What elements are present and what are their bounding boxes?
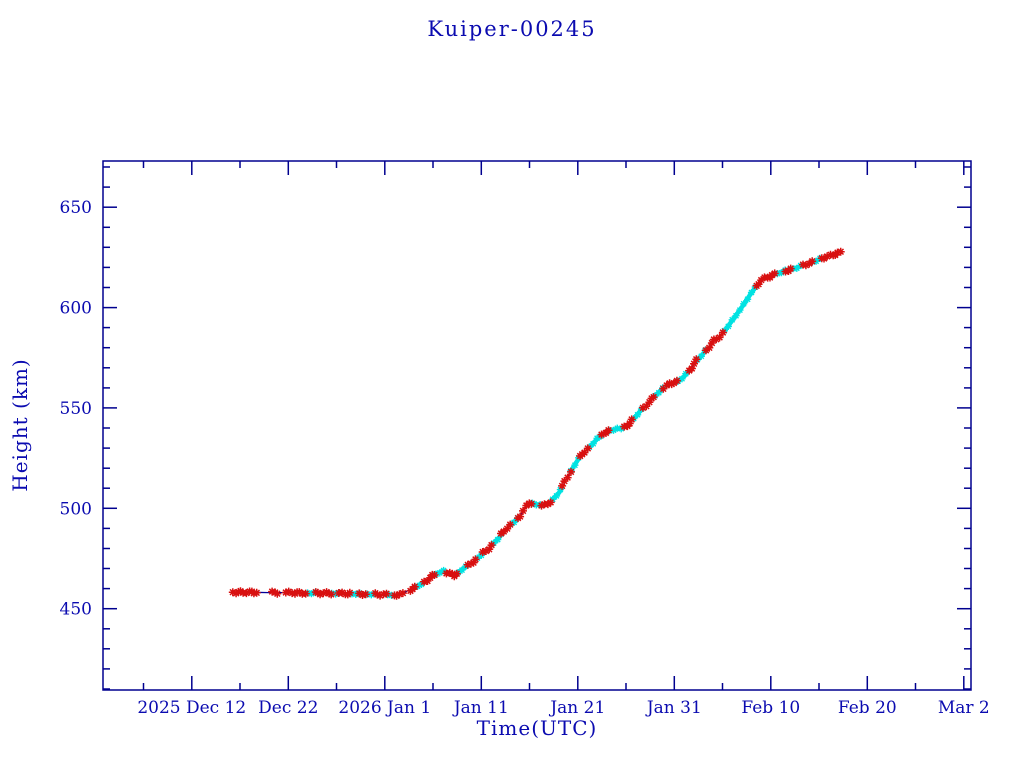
x-tick-label: Jan 11 (452, 698, 509, 718)
axis-box (102, 160, 972, 691)
x-axis-title: Time(UTC) (476, 716, 598, 740)
y-tick-label: 650 (60, 198, 92, 218)
series-connecting-line (232, 251, 844, 596)
y-tick-label: 500 (60, 499, 92, 519)
x-tick-labels: 2025 Dec 12 Dec 22 2026 Jan 1 Jan 11 Jan 21 J… (137, 698, 989, 718)
cyan-asterisk-markers (304, 254, 824, 599)
x-tick-label: Dec 22 (258, 698, 318, 718)
series-height-profile (228, 247, 845, 600)
x-tick-label: Jan 31 (645, 698, 702, 718)
y-tick-label: 450 (60, 600, 92, 620)
y-tick-label: 550 (60, 399, 92, 419)
x-tick-label: 2026 Jan 1 (338, 698, 431, 718)
chart-title: Kuiper-00245 (427, 17, 597, 41)
x-tick-label: Jan 21 (548, 698, 605, 718)
y-tick-labels: 450 500 550 600 650 (60, 198, 92, 620)
x-tick-label: 2025 Dec 12 (137, 698, 246, 718)
x-tick-label: Feb 20 (838, 698, 897, 718)
x-tick-label: Mar 2 (938, 698, 990, 718)
axis-ticks (103, 161, 971, 690)
red-asterisk-markers (228, 247, 845, 600)
x-tick-label: Feb 10 (741, 698, 800, 718)
y-tick-label: 600 (60, 299, 92, 319)
